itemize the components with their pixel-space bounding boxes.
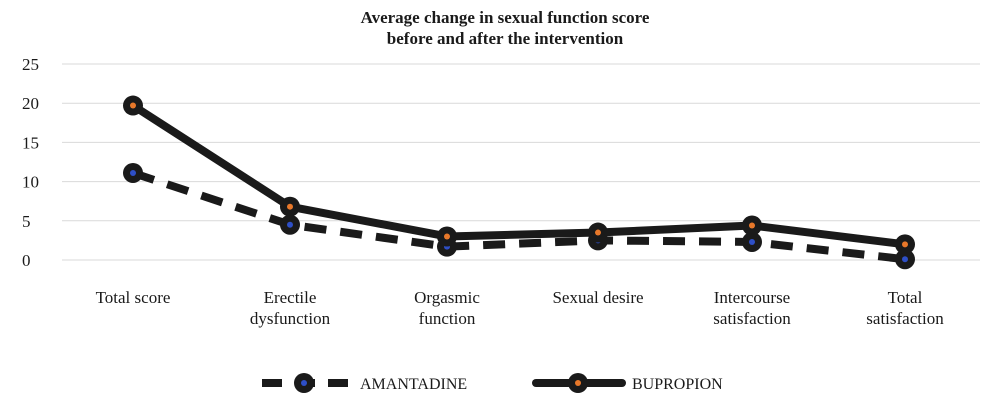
x-tick-label-line: satisfaction [866,309,944,328]
x-tick-label: Total satisfaction [866,288,944,328]
x-tick-label: Total score [96,288,171,307]
chart-title-line-1: Average change in sexual function score [361,8,650,27]
legend-label: AMANTADINE [360,376,467,393]
y-tick-label: 5 [22,212,31,231]
data-point-center [749,238,755,245]
data-point-center [130,169,136,176]
x-tick-label-line: Sexual desire [552,288,643,307]
y-axis: 0 5 10 15 20 25 [22,55,39,270]
data-point-center [130,102,136,109]
chart-title: Average change in sexual function score … [361,8,650,48]
series-line [129,101,909,249]
data-point-center [749,222,755,229]
x-tick-label-line: dysfunction [250,309,331,328]
x-tick-label: Erectile dysfunction [250,288,331,328]
y-tick-label: 20 [22,94,39,113]
series-line [131,169,906,264]
x-tick-label-line: Intercourse [714,288,790,307]
x-tick-label-line: Total score [96,288,171,307]
y-tick-label: 25 [22,55,39,74]
y-tick-label: 15 [22,133,39,152]
chart-title-line-2: before and after the intervention [387,29,624,48]
x-tick-label: Intercourse satisfaction [713,288,791,328]
x-tick-label: Sexual desire [552,288,643,307]
series [123,95,915,270]
y-tick-label: 10 [22,173,39,192]
legend: AMANTADINE BUPROPION [262,373,723,393]
x-tick-label-line: Total [888,288,923,307]
data-point-center [444,233,450,240]
data-point-center [287,221,293,228]
legend-marker-center [575,380,581,386]
x-tick-label-line: Erectile [264,288,317,307]
legend-marker-center [301,380,307,386]
x-tick-label: Orgasmic function [414,288,480,328]
data-point-center [902,256,908,263]
data-point-center [902,241,908,248]
series-bupropion [123,95,915,255]
y-tick-label: 0 [22,251,31,270]
gridlines [62,63,980,261]
legend-item-amantadine: AMANTADINE [262,373,467,393]
legend-label: BUPROPION [632,376,723,393]
x-tick-label-line: satisfaction [713,309,791,328]
data-point-center [595,229,601,236]
x-axis: Total score Erectile dysfunction Orgasmic fu… [96,288,945,328]
data-point-center [287,203,293,210]
legend-item-bupropion: BUPROPION [532,373,723,393]
x-tick-label-line: Orgasmic [414,288,480,307]
x-tick-label-line: function [419,309,476,328]
